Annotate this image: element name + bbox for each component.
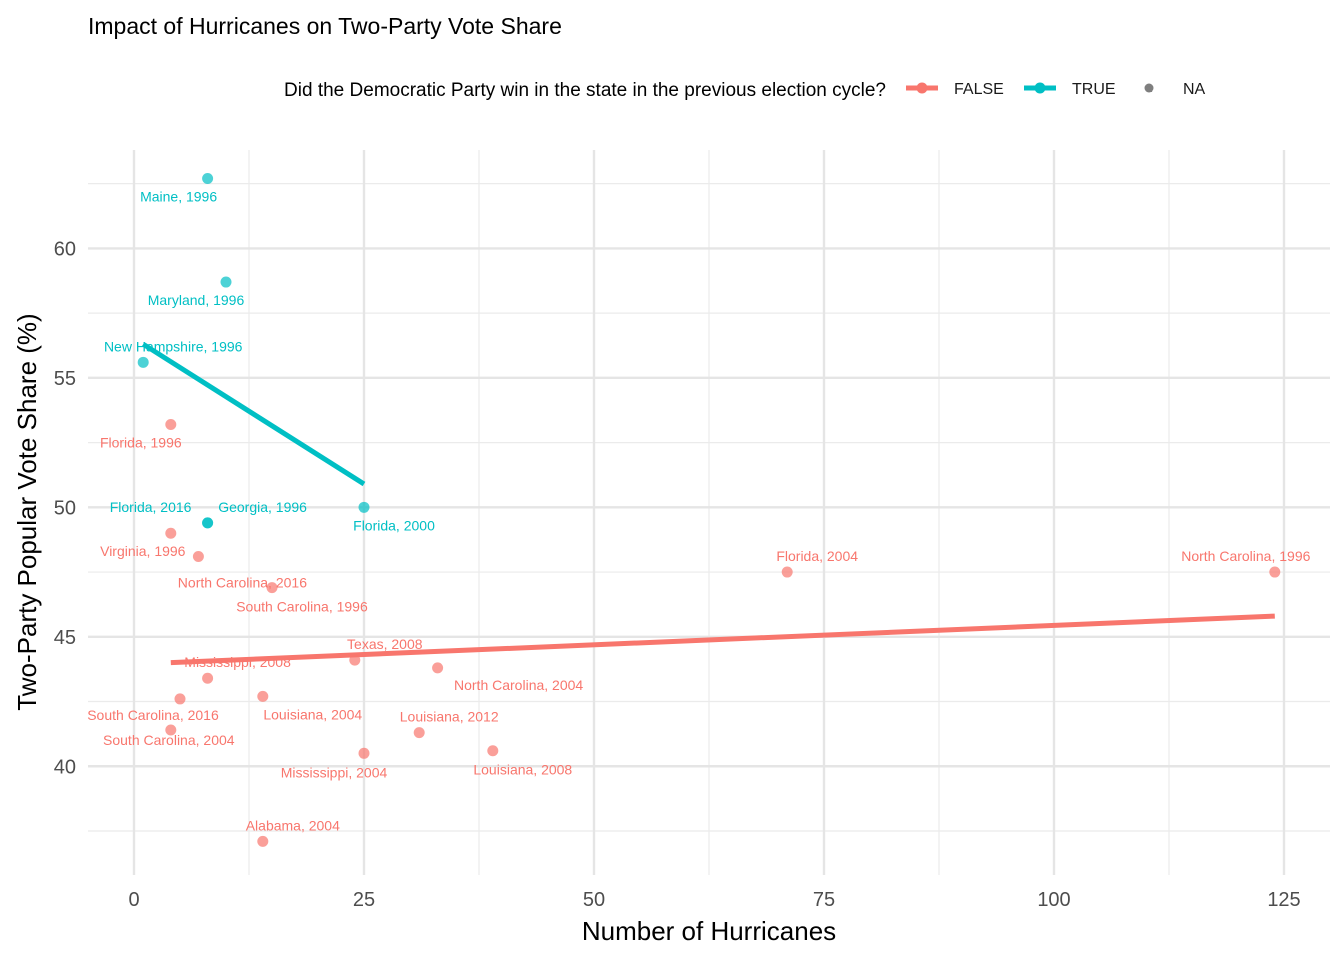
point-south-carolina-1996 — [266, 582, 278, 594]
legend-key-na — [1144, 83, 1154, 93]
x-tick-label: 0 — [128, 889, 139, 911]
x-tick-label: 50 — [583, 889, 605, 911]
point-label-south-carolina-2004: South Carolina, 2004 — [103, 732, 235, 748]
x-tick-label: 100 — [1037, 889, 1070, 911]
point-new-hampshire-1996 — [137, 356, 149, 368]
x-tick-label: 25 — [353, 889, 375, 911]
point-label-maine-1996: Maine, 1996 — [140, 188, 217, 204]
point-florida-2004 — [781, 566, 793, 578]
point-maine-1996 — [202, 172, 214, 184]
x-tick-label: 125 — [1267, 889, 1300, 911]
point-label-north-carolina-2016: North Carolina, 2016 — [178, 575, 307, 591]
x-tick-label: 75 — [813, 889, 835, 911]
legend-entries: FALSE TRUE a NA — [906, 81, 1206, 98]
legend-entry-true: TRUE — [1024, 81, 1116, 98]
point-virginia-1996 — [165, 527, 177, 539]
x-axis-title: Number of Hurricanes — [582, 916, 836, 946]
point-louisiana-2012 — [413, 727, 425, 739]
point-label-louisiana-2012: Louisiana, 2012 — [400, 709, 499, 725]
grid — [88, 150, 1330, 875]
legend-label: TRUE — [1072, 81, 1116, 98]
y-axis-title: Two-Party Popular Vote Share (%) — [12, 313, 42, 710]
point-north-carolina-1996 — [1269, 566, 1281, 578]
point-label-louisiana-2008: Louisiana, 2008 — [473, 762, 572, 778]
legend-entry-na: a NA — [1144, 81, 1206, 98]
y-tick-label: 40 — [54, 756, 76, 778]
point-georgia-1996 — [202, 517, 214, 529]
point-label-florida-2000: Florida, 2000 — [353, 517, 435, 533]
chart-title: Impact of Hurricanes on Two-Party Vote S… — [88, 13, 562, 39]
legend-label: FALSE — [954, 81, 1004, 98]
point-label-alabama-2004: Alabama, 2004 — [246, 817, 340, 833]
point-north-carolina-2016 — [192, 551, 204, 563]
y-tick-label: 50 — [54, 497, 76, 519]
point-label-south-carolina-1996: South Carolina, 1996 — [236, 599, 368, 615]
point-louisiana-2008 — [487, 745, 499, 757]
point-label-virginia-1996: Virginia, 1996 — [100, 543, 186, 559]
legend-title: Did the Democratic Party win in the stat… — [284, 80, 886, 101]
y-axis-ticks: 40 45 50 55 60 — [54, 238, 76, 778]
x-axis-ticks: 0 25 50 75 100 125 — [128, 889, 1300, 911]
point-louisiana-2004 — [257, 690, 269, 702]
point-label-texas-2008: Texas, 2008 — [347, 636, 423, 652]
point-label-new-hampshire-1996: New Hampshire, 1996 — [104, 338, 243, 354]
legend-key-point — [916, 82, 928, 94]
point-label-florida-1996: Florida, 1996 — [100, 434, 182, 450]
point-labels: Florida, 1996 Virginia, 1996 North Carolin… — [87, 188, 1310, 833]
legend-key-glyph: a — [1146, 83, 1153, 95]
point-label-georgia-1996: Georgia, 1996 — [218, 499, 307, 515]
legend-key-point — [1034, 82, 1046, 94]
legend-entry-false: FALSE — [906, 81, 1004, 98]
point-south-carolina-2004 — [165, 724, 177, 736]
point-maryland-1996 — [220, 276, 232, 288]
point-label-south-carolina-2016: South Carolina, 2016 — [87, 707, 219, 723]
y-tick-label: 55 — [54, 368, 76, 390]
point-florida-2000 — [358, 501, 370, 513]
point-label-florida-2004: Florida, 2004 — [776, 548, 858, 564]
point-north-carolina-2004 — [432, 662, 444, 674]
point-alabama-2004 — [257, 835, 269, 847]
point-label-louisiana-2004: Louisiana, 2004 — [263, 706, 362, 722]
trend-line-false — [170, 613, 1275, 666]
point-label-mississippi-2004: Mississippi, 2004 — [281, 764, 388, 780]
point-south-carolina-2016 — [174, 693, 186, 705]
point-label-north-carolina-1996: North Carolina, 1996 — [1181, 548, 1310, 564]
point-florida-1996 — [165, 418, 177, 430]
point-mississippi-2004 — [358, 747, 370, 759]
point-label-north-carolina-2004: North Carolina, 2004 — [454, 677, 583, 693]
y-tick-label: 60 — [54, 238, 76, 260]
point-label-maryland-1996: Maryland, 1996 — [148, 292, 245, 308]
point-texas-2008 — [349, 654, 361, 666]
data-points — [137, 172, 1281, 847]
y-tick-label: 45 — [54, 627, 76, 649]
trend-line-true — [141, 342, 366, 487]
point-label-mississippi-2008: Mississippi, 2008 — [184, 654, 291, 670]
point-mississippi-2008 — [202, 672, 214, 684]
legend-label: NA — [1183, 81, 1206, 98]
point-label-florida-2016: Florida, 2016 — [110, 499, 192, 515]
legend: Did the Democratic Party win in the stat… — [284, 80, 1206, 101]
